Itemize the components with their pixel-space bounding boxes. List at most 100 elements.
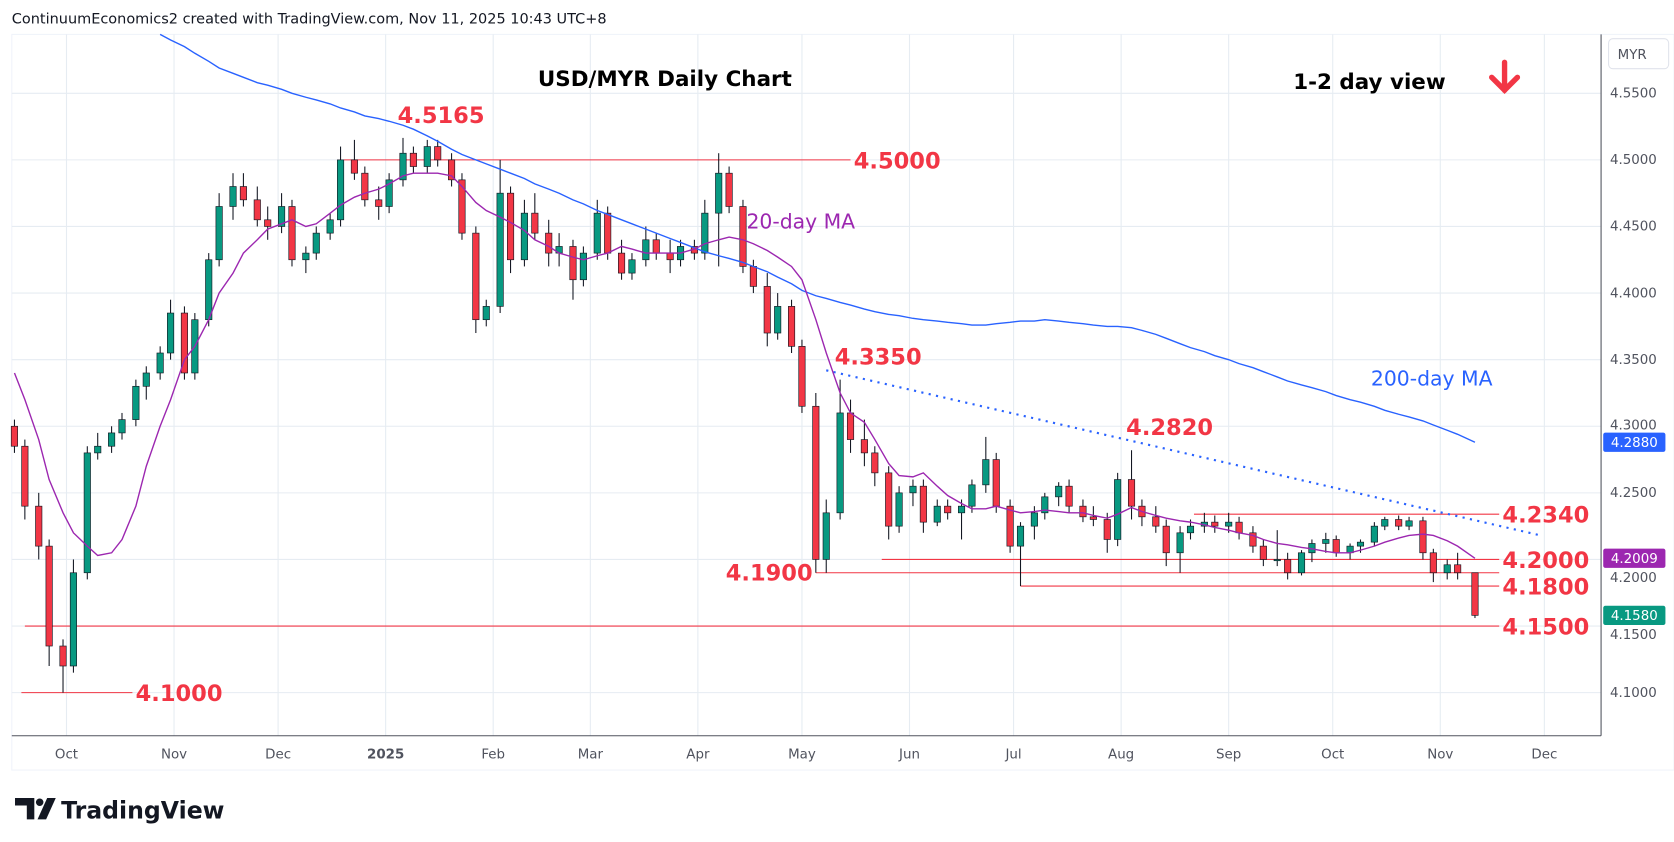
candle — [180, 306, 188, 380]
candle — [229, 173, 237, 220]
candle — [1016, 522, 1025, 587]
candle-body — [375, 199, 383, 207]
candle-body — [1249, 532, 1257, 547]
time-tick-label: Nov — [161, 747, 187, 762]
candle-body — [1016, 525, 1025, 547]
time-axis[interactable]: Oct Nov Dec 2025 Feb Mar Apr May Jun Jul Aug Sep Oct… — [55, 747, 1557, 762]
candle — [812, 392, 820, 573]
candle-body — [919, 485, 927, 523]
time-tick-label: Jun — [898, 747, 920, 762]
candle-body — [642, 239, 650, 261]
ma-label: 200-day MA — [1371, 367, 1493, 391]
candle-body — [749, 266, 757, 287]
price-axis[interactable]: 4.5500 4.5000 4.4500 4.4000 4.3500 4.3000 4.25… — [1610, 87, 1657, 701]
candle-body — [59, 645, 67, 667]
candle — [482, 299, 490, 327]
candle-body — [1454, 564, 1462, 574]
candle — [1065, 479, 1073, 513]
candle — [1055, 482, 1063, 507]
attribution: ContinuumEconomics2 created with Trading… — [12, 12, 607, 28]
candle-body — [1114, 479, 1122, 540]
candle-body — [1127, 479, 1136, 507]
candle-body — [472, 232, 480, 321]
candle — [666, 239, 674, 274]
candle-body — [1297, 552, 1306, 574]
candle — [167, 299, 175, 360]
price-tick-label: 4.5000 — [1610, 153, 1657, 168]
candle — [59, 639, 67, 693]
price-tick-label: 4.2500 — [1610, 486, 1657, 501]
chart-subtitle: 1-2 day view — [1293, 70, 1446, 95]
candle-body — [652, 239, 660, 254]
price-tag-ma200: 4.2880 — [1603, 432, 1666, 452]
candle — [253, 186, 261, 227]
candle — [520, 199, 528, 267]
candle — [836, 379, 844, 520]
candle — [448, 153, 456, 187]
candles — [10, 137, 1479, 693]
candle-body — [520, 212, 528, 261]
candle-body — [860, 439, 868, 454]
candle-body — [1429, 552, 1437, 574]
candle-body — [312, 232, 320, 254]
candle — [652, 233, 660, 260]
candle-body — [1162, 525, 1170, 554]
candle — [822, 499, 830, 573]
level-label: 4.2000 — [1502, 548, 1589, 574]
price-tag-last: 4.1580 — [1603, 605, 1666, 626]
level-label: 4.2340 — [1502, 503, 1589, 529]
price-tick-label: 4.4500 — [1610, 220, 1657, 235]
candle-body — [725, 172, 733, 207]
tradingview-logo[interactable]: TradingView — [15, 796, 224, 824]
candle — [1176, 526, 1184, 573]
candle — [21, 439, 29, 520]
price-annotation: 4.3350 — [835, 345, 922, 371]
candle-body — [83, 452, 91, 574]
candle-body — [409, 152, 417, 167]
price-tag-bg — [1603, 432, 1666, 452]
price-tag-ma20: 4.2009 — [1603, 548, 1666, 568]
level-label: 4.1500 — [1502, 615, 1589, 641]
candle — [919, 479, 927, 533]
candle-body — [399, 152, 407, 181]
candle — [239, 173, 247, 207]
candle-body — [423, 146, 431, 167]
level-label: 4.1900 — [726, 560, 813, 586]
candle-body — [1443, 564, 1451, 574]
candle-body — [215, 206, 223, 261]
time-tick-label: Oct — [1321, 747, 1344, 762]
candle-body — [1211, 521, 1219, 527]
candle — [1162, 519, 1170, 567]
candle-body — [1370, 525, 1378, 543]
candle-body — [118, 419, 126, 434]
candle — [774, 293, 782, 340]
candle-body — [604, 212, 612, 254]
candle-body — [326, 219, 334, 234]
candle-body — [909, 485, 917, 494]
candle-body — [35, 505, 43, 547]
price-tick-label: 4.1500 — [1610, 628, 1657, 643]
candle-body — [448, 159, 456, 181]
candle — [1259, 539, 1267, 567]
candle — [1152, 506, 1160, 533]
price-tag-bg — [1603, 548, 1666, 568]
candle — [715, 153, 723, 267]
candle-body — [1419, 520, 1427, 554]
candle — [555, 233, 563, 267]
candle — [1322, 532, 1330, 553]
time-tick-label: Dec — [265, 747, 291, 762]
candle-body — [1225, 521, 1233, 527]
candle — [1284, 552, 1292, 580]
candle — [1211, 515, 1219, 533]
candle-body — [1055, 485, 1063, 498]
candle-body — [846, 412, 855, 440]
grid — [11, 34, 1602, 736]
currency-button[interactable]: MYR — [1608, 38, 1670, 70]
candle — [132, 379, 140, 427]
candle — [507, 186, 515, 274]
candle — [45, 539, 53, 666]
candle-body — [982, 459, 990, 486]
candle — [1443, 559, 1451, 580]
